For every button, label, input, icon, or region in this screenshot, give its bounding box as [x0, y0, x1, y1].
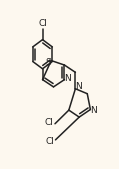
- Text: N: N: [75, 82, 82, 91]
- Text: Cl: Cl: [38, 19, 47, 28]
- Text: Cl: Cl: [45, 137, 54, 146]
- Text: N: N: [90, 106, 97, 115]
- Text: Cl: Cl: [45, 118, 54, 127]
- Text: S: S: [45, 58, 51, 67]
- Text: N: N: [64, 74, 71, 83]
